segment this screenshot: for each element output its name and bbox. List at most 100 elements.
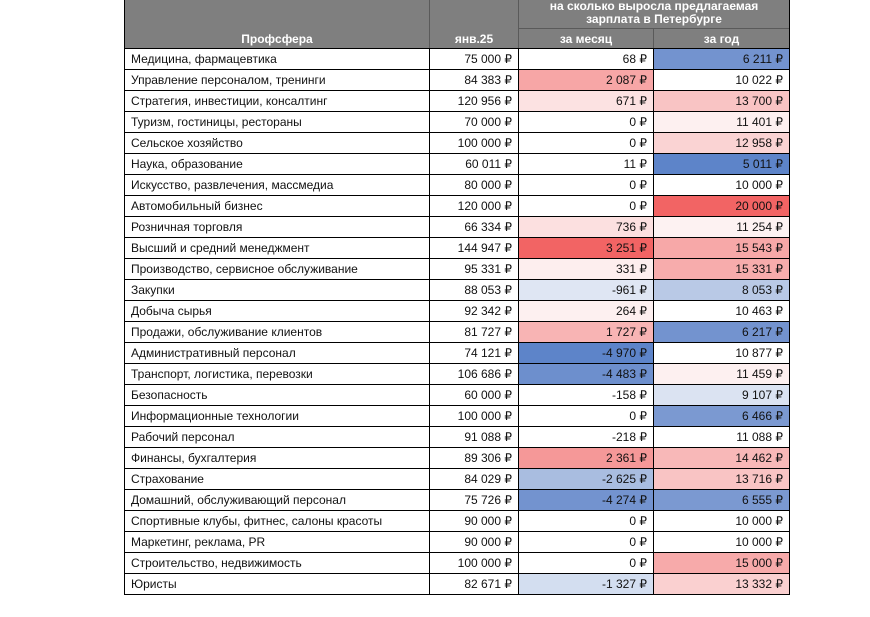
jan-cell: 75 000 ₽ [430, 49, 519, 69]
month-cell: 1 727 ₽ [519, 322, 654, 342]
prof-cell: Финансы, бухгалтерия [125, 448, 430, 468]
prof-cell: Сельское хозяйство [125, 133, 430, 153]
jan-cell: 90 000 ₽ [430, 532, 519, 552]
year-cell: 8 053 ₽ [654, 280, 789, 300]
table-row: Административный персонал 74 121 ₽ -4 970 … [125, 343, 789, 364]
prof-cell: Спортивные клубы, фитнес, салоны красоты [125, 511, 430, 531]
jan-cell: 100 000 ₽ [430, 553, 519, 573]
table-row: Продажи, обслуживание клиентов 81 727 ₽1 … [125, 322, 789, 343]
table-row: Финансы, бухгалтерия 89 306 ₽2 361 ₽14 46… [125, 448, 789, 469]
prof-cell: Управление персоналом, тренинги [125, 70, 430, 90]
header-growth-title: на сколько выросла предлагаемая зарплата… [519, 0, 789, 29]
prof-cell: Юристы [125, 574, 430, 594]
month-cell: 0 ₽ [519, 196, 654, 216]
prof-cell: Автомобильный бизнес [125, 196, 430, 216]
jan-cell: 91 088 ₽ [430, 427, 519, 447]
month-cell: 0 ₽ [519, 175, 654, 195]
prof-cell: Туризм, гостиницы, рестораны [125, 112, 430, 132]
year-cell: 15 000 ₽ [654, 553, 789, 573]
header-month: за месяц [519, 29, 654, 48]
prof-cell: Добыча сырья [125, 301, 430, 321]
month-cell: 736 ₽ [519, 217, 654, 237]
month-cell: 264 ₽ [519, 301, 654, 321]
year-cell: 6 217 ₽ [654, 322, 789, 342]
table-row: Спортивные клубы, фитнес, салоны красоты… [125, 511, 789, 532]
year-cell: 6 466 ₽ [654, 406, 789, 426]
prof-cell: Административный персонал [125, 343, 430, 363]
month-cell: -2 625 ₽ [519, 469, 654, 489]
jan-cell: 82 671 ₽ [430, 574, 519, 594]
month-cell: -4 970 ₽ [519, 343, 654, 363]
table-row: Юристы 82 671 ₽ -1 327 ₽13 332 ₽ [125, 574, 789, 595]
table-row: Производство, сервисное обслуживание 95 3… [125, 259, 789, 280]
month-cell: 2 361 ₽ [519, 448, 654, 468]
month-cell: -218 ₽ [519, 427, 654, 447]
year-cell: 13 716 ₽ [654, 469, 789, 489]
year-cell: 13 332 ₽ [654, 574, 789, 594]
month-cell: 0 ₽ [519, 406, 654, 426]
header-jan: янв.25 [430, 0, 519, 48]
prof-cell: Продажи, обслуживание клиентов [125, 322, 430, 342]
table-row: Безопасность 60 000 ₽ -158 ₽9 107 ₽ [125, 385, 789, 406]
year-cell: 10 000 ₽ [654, 511, 789, 531]
prof-cell: Искусство, развлечения, массмедиа [125, 175, 430, 195]
jan-cell: 84 383 ₽ [430, 70, 519, 90]
prof-cell: Безопасность [125, 385, 430, 405]
year-cell: 15 331 ₽ [654, 259, 789, 279]
jan-cell: 95 331 ₽ [430, 259, 519, 279]
jan-cell: 89 306 ₽ [430, 448, 519, 468]
month-cell: -4 274 ₽ [519, 490, 654, 510]
year-cell: 12 958 ₽ [654, 133, 789, 153]
month-cell: -961 ₽ [519, 280, 654, 300]
month-cell: -1 327 ₽ [519, 574, 654, 594]
prof-cell: Производство, сервисное обслуживание [125, 259, 430, 279]
month-cell: -4 483 ₽ [519, 364, 654, 384]
table-row: Высший и средний менеджмент 144 947 ₽3 25… [125, 238, 789, 259]
table-row: Домашний, обслуживающий персонал 75 726 ₽… [125, 490, 789, 511]
jan-cell: 100 000 ₽ [430, 406, 519, 426]
jan-cell: 120 956 ₽ [430, 91, 519, 111]
month-cell: 331 ₽ [519, 259, 654, 279]
jan-cell: 120 000 ₽ [430, 196, 519, 216]
year-cell: 13 700 ₽ [654, 91, 789, 111]
jan-cell: 74 121 ₽ [430, 343, 519, 363]
prof-cell: Строительство, недвижимость [125, 553, 430, 573]
prof-cell: Стратегия, инвестиции, консалтинг [125, 91, 430, 111]
month-cell: 3 251 ₽ [519, 238, 654, 258]
jan-cell: 60 000 ₽ [430, 385, 519, 405]
jan-cell: 81 727 ₽ [430, 322, 519, 342]
year-cell: 15 543 ₽ [654, 238, 789, 258]
jan-cell: 90 000 ₽ [430, 511, 519, 531]
year-cell: 11 088 ₽ [654, 427, 789, 447]
jan-cell: 144 947 ₽ [430, 238, 519, 258]
prof-cell: Страхование [125, 469, 430, 489]
month-cell: 0 ₽ [519, 511, 654, 531]
year-cell: 10 022 ₽ [654, 70, 789, 90]
table-row: Розничная торговля 66 334 ₽736 ₽11 254 ₽ [125, 217, 789, 238]
header-growth-group: на сколько выросла предлагаемая зарплата… [519, 0, 789, 48]
prof-cell: Высший и средний менеджмент [125, 238, 430, 258]
jan-cell: 66 334 ₽ [430, 217, 519, 237]
prof-cell: Информационные технологии [125, 406, 430, 426]
year-cell: 6 555 ₽ [654, 490, 789, 510]
jan-cell: 100 000 ₽ [430, 133, 519, 153]
year-cell: 11 401 ₽ [654, 112, 789, 132]
prof-cell: Домашний, обслуживающий персонал [125, 490, 430, 510]
table-row: Добыча сырья 92 342 ₽264 ₽10 463 ₽ [125, 301, 789, 322]
jan-cell: 84 029 ₽ [430, 469, 519, 489]
prof-cell: Рабочий персонал [125, 427, 430, 447]
jan-cell: 88 053 ₽ [430, 280, 519, 300]
jan-cell: 80 000 ₽ [430, 175, 519, 195]
year-cell: 14 462 ₽ [654, 448, 789, 468]
year-cell: 11 254 ₽ [654, 217, 789, 237]
table-row: Наука, образование 60 011 ₽11 ₽5 011 ₽ [125, 154, 789, 175]
month-cell: 11 ₽ [519, 154, 654, 174]
table-row: Строительство, недвижимость 100 000 ₽0 ₽1… [125, 553, 789, 574]
prof-cell: Транспорт, логистика, перевозки [125, 364, 430, 384]
year-cell: 6 211 ₽ [654, 49, 789, 69]
month-cell: -158 ₽ [519, 385, 654, 405]
jan-cell: 75 726 ₽ [430, 490, 519, 510]
table-row: Страхование 84 029 ₽ -2 625 ₽13 716 ₽ [125, 469, 789, 490]
year-cell: 11 459 ₽ [654, 364, 789, 384]
prof-cell: Наука, образование [125, 154, 430, 174]
